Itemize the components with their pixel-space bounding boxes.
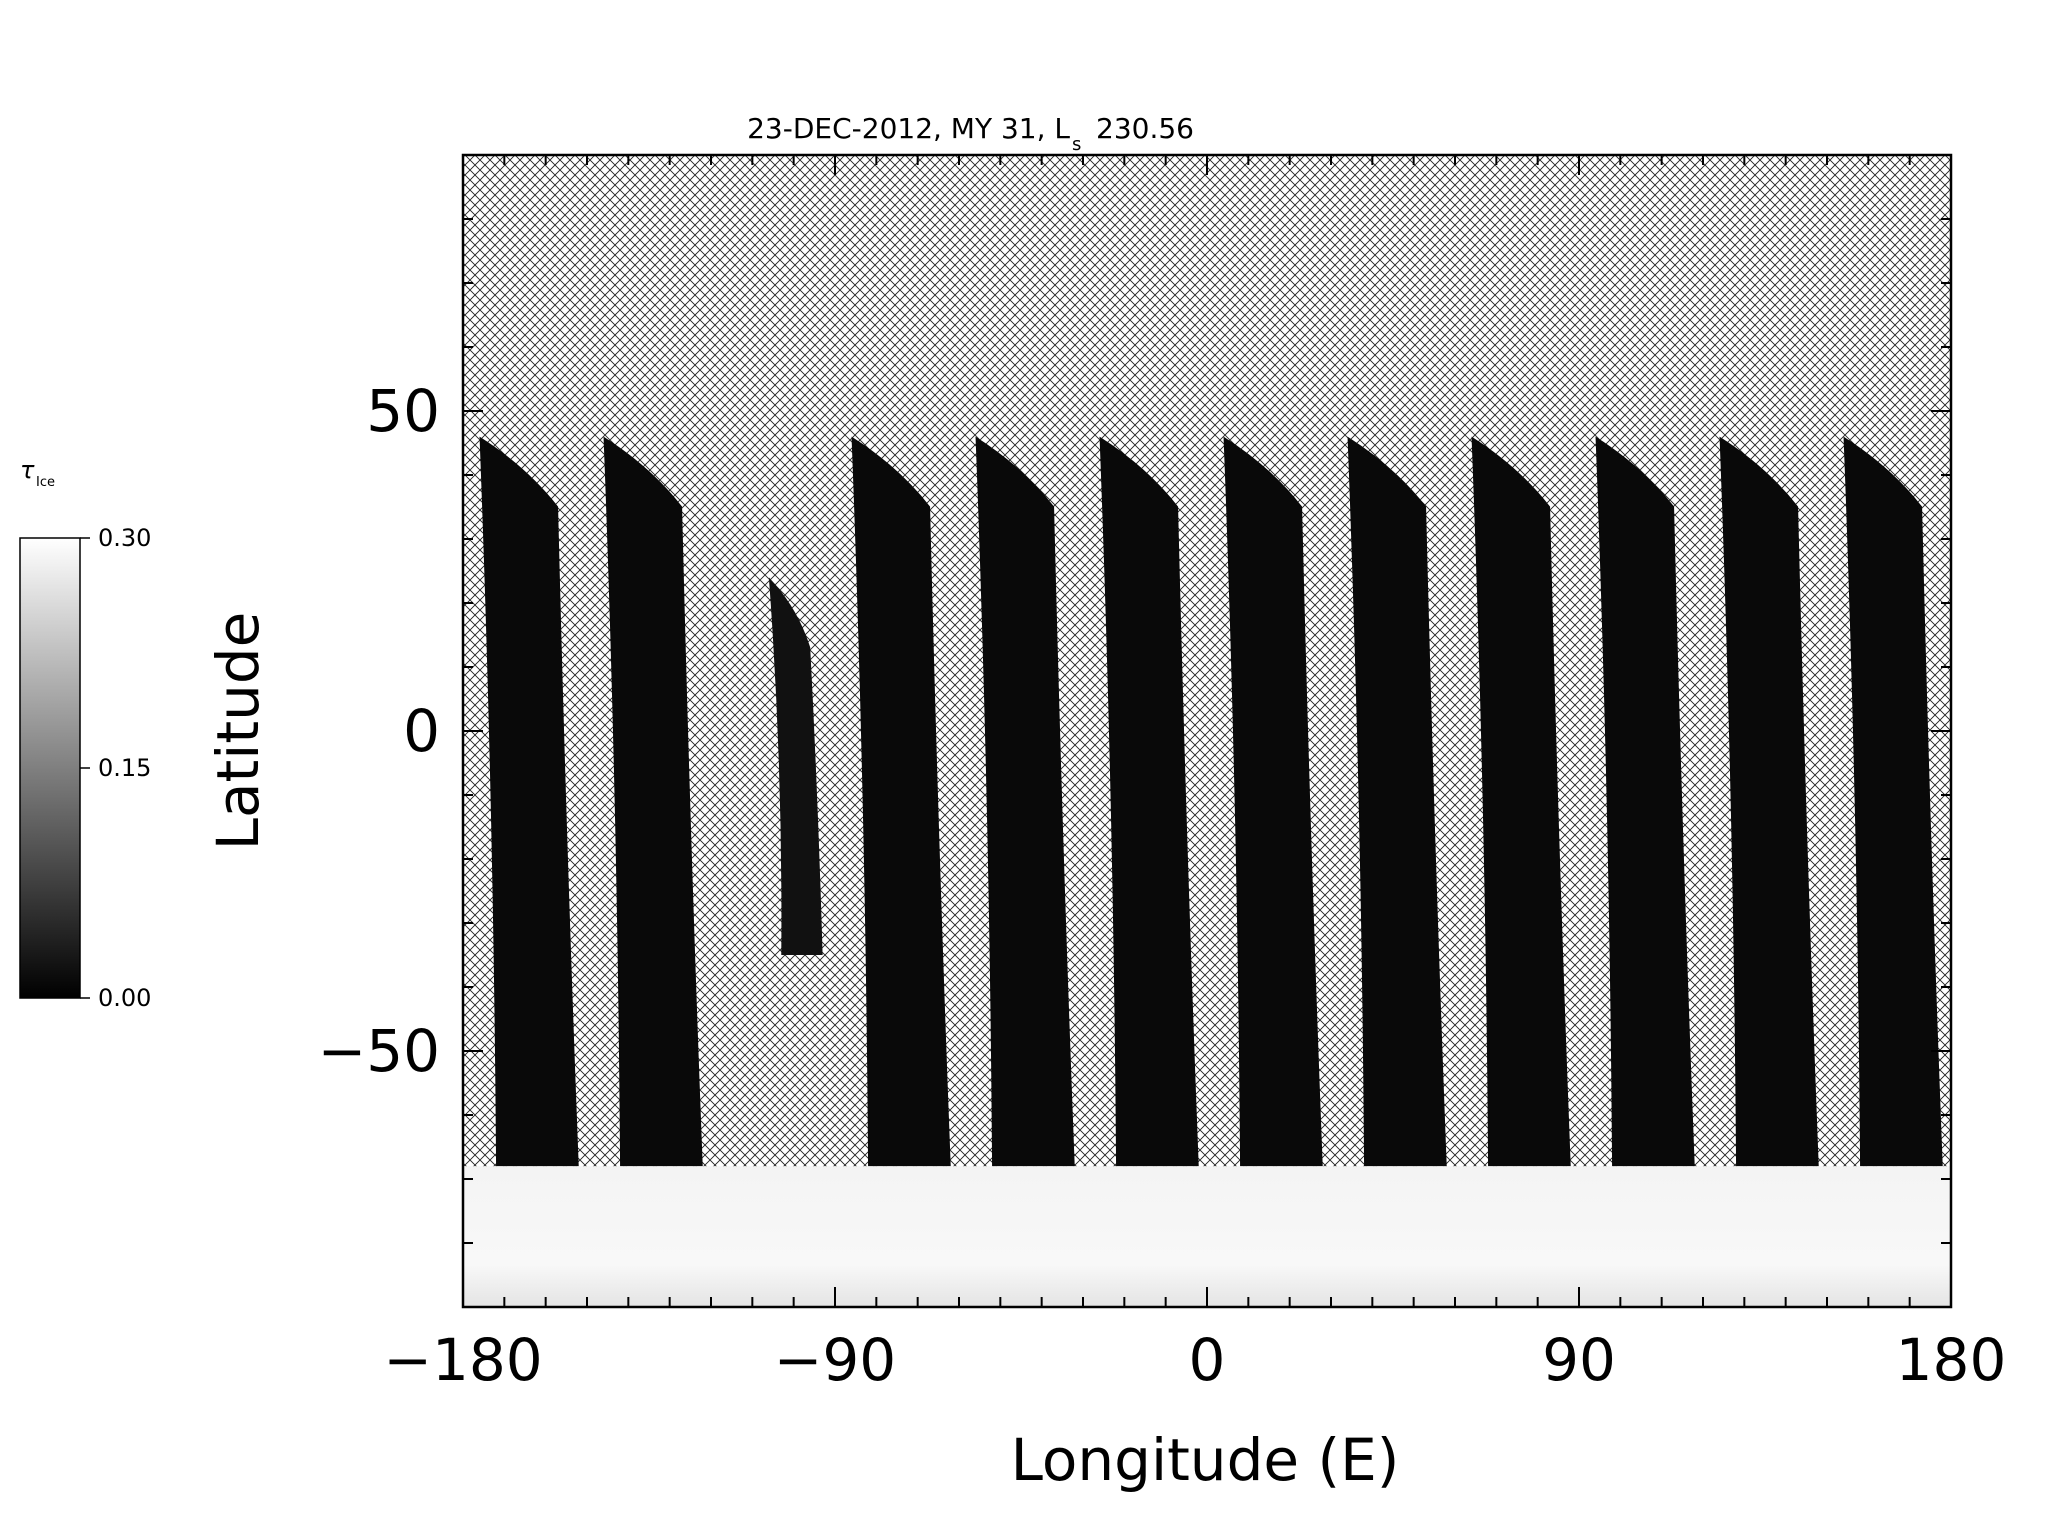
x-tick-label: 0: [1189, 1326, 1226, 1394]
chart-title: 23-DEC-2012, MY 31, L s 230.56: [747, 112, 1194, 155]
swath-6: [1099, 436, 1199, 1167]
x-tick-label: 90: [1542, 1326, 1616, 1394]
polar-high-opacity-region: [463, 1166, 1951, 1307]
y-tick-label: −50: [318, 1017, 440, 1085]
chart-title-subscript: s: [1072, 134, 1081, 155]
swath-1: [479, 436, 579, 1167]
colorbar-tick-label: 0.30: [98, 524, 151, 552]
x-axis-label: Longitude (E): [1011, 1426, 1400, 1494]
swath-11: [1719, 436, 1819, 1167]
x-tick-label: −90: [774, 1326, 896, 1394]
swath-4: [851, 436, 951, 1167]
chart-title-text: 23-DEC-2012, MY 31, L: [747, 112, 1070, 145]
x-axis: −180 −90 0 90 180: [383, 155, 2006, 1394]
chart-title-value: 230.56: [1096, 112, 1194, 145]
colorbar-label: τ: [20, 456, 35, 484]
swath-12: [1843, 436, 1943, 1167]
colorbar-gradient: [19, 537, 81, 999]
colorbar-ticks: 0.00 0.15 0.30: [80, 524, 151, 1012]
y-tick-label: 50: [366, 377, 440, 445]
plot-area: [463, 155, 1951, 1307]
swath-7: [1223, 436, 1323, 1167]
colorbar-tick-label: 0.15: [98, 754, 151, 782]
swath-9: [1471, 436, 1571, 1167]
x-tick-label: 180: [1896, 1326, 2007, 1394]
colorbar-label-subscript: Ice: [36, 475, 55, 490]
swath-3: [768, 577, 823, 955]
colorbar-tick-label: 0.00: [98, 984, 151, 1012]
swath-10: [1595, 436, 1695, 1167]
x-tick-label: −180: [383, 1326, 542, 1394]
y-axis-label: Latitude: [204, 612, 272, 851]
colorbar: τ Ice 0.00 0.15 0.30: [19, 456, 151, 1012]
y-axis: −50 0 50: [318, 218, 1951, 1244]
swath-8: [1347, 436, 1447, 1167]
polar-region-layer: [463, 1166, 1951, 1307]
swath-5: [975, 436, 1075, 1167]
missing-data-hatch: [463, 155, 1951, 1307]
y-tick-label: 0: [403, 697, 440, 765]
swath-layer: [479, 436, 1943, 1167]
swath-2: [603, 436, 703, 1167]
